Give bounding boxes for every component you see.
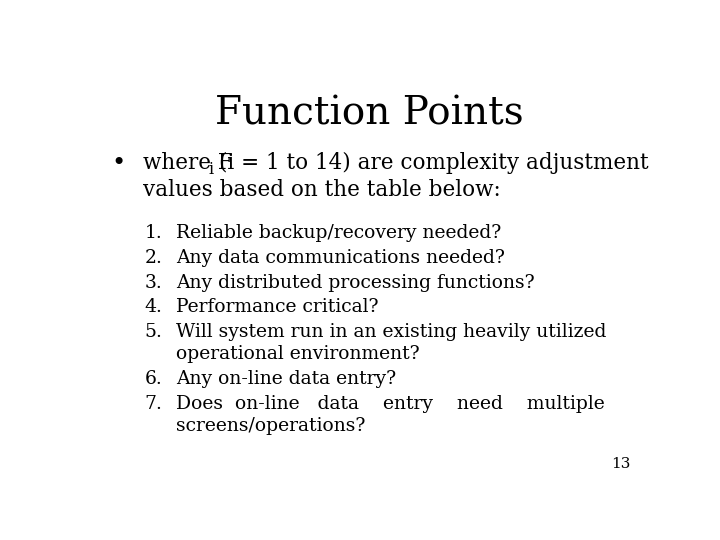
- Text: Any distributed processing functions?: Any distributed processing functions?: [176, 274, 535, 292]
- Text: screens/operations?: screens/operations?: [176, 416, 366, 435]
- Text: Does  on-line   data    entry    need    multiple: Does on-line data entry need multiple: [176, 395, 606, 413]
- Text: 2.: 2.: [145, 248, 163, 267]
- Text: operational environment?: operational environment?: [176, 345, 420, 363]
- Text: Reliable backup/recovery needed?: Reliable backup/recovery needed?: [176, 224, 502, 241]
- Text: 13: 13: [611, 457, 630, 471]
- Text: 5.: 5.: [145, 323, 163, 341]
- Text: where F: where F: [143, 152, 233, 174]
- Text: •: •: [111, 152, 125, 175]
- Text: 1.: 1.: [145, 224, 163, 241]
- Text: 3.: 3.: [145, 274, 163, 292]
- Text: i: i: [209, 161, 214, 178]
- Text: values based on the table below:: values based on the table below:: [143, 179, 501, 201]
- Text: 4.: 4.: [145, 299, 163, 316]
- Text: Any data communications needed?: Any data communications needed?: [176, 248, 505, 267]
- Text: 7.: 7.: [145, 395, 163, 413]
- Text: Will system run in an existing heavily utilized: Will system run in an existing heavily u…: [176, 323, 607, 341]
- Text: 6.: 6.: [145, 370, 163, 388]
- Text: Performance critical?: Performance critical?: [176, 299, 379, 316]
- Text: Any on-line data entry?: Any on-line data entry?: [176, 370, 397, 388]
- Text: (i = 1 to 14) are complexity adjustment: (i = 1 to 14) are complexity adjustment: [219, 152, 649, 174]
- Text: Function Points: Function Points: [215, 96, 523, 133]
